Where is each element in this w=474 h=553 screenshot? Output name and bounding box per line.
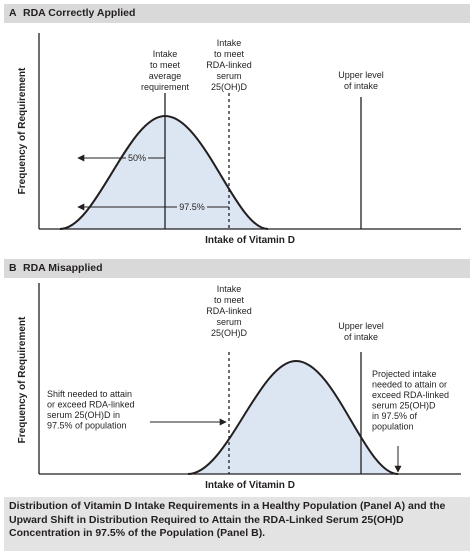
a-ear-line: requirement	[141, 82, 190, 92]
panel-a-distribution-fill	[60, 116, 268, 229]
a-rda-line: RDA-linked	[206, 60, 252, 70]
a-ear-line: Intake	[153, 49, 178, 59]
b-projected-line: exceed RDA-linked	[372, 390, 449, 400]
panel-b-distribution-fill	[188, 361, 398, 474]
panel-a-975pct-label: 97.5%	[179, 202, 205, 212]
panel-b-xlabel: Intake of Vitamin D	[205, 480, 295, 491]
b-shift-line: serum 25(OH)D in	[47, 410, 120, 420]
b-projected-line: needed to attain or	[372, 380, 447, 390]
panel-b-title: RDA Misapplied	[23, 262, 103, 274]
b-projected-line: in 97.5% of	[372, 411, 418, 421]
a-rda-line: serum	[216, 71, 241, 81]
a-upper-line: Upper level	[338, 70, 384, 80]
a-rda-line: Intake	[217, 38, 242, 48]
panel-b-header: B RDA Misapplied	[4, 259, 470, 278]
b-projected-line: population	[372, 422, 414, 432]
panel-b-diagram: Frequency of Requirement Intake of Vitam…	[17, 283, 461, 491]
b-rda-line: to meet	[214, 295, 245, 305]
panel-a-letter: A	[9, 7, 17, 19]
a-ear-line: average	[149, 71, 182, 81]
caption: Distribution of Vitamin D Intake Require…	[4, 497, 470, 551]
b-shift-line: or exceed RDA-linked	[47, 400, 135, 410]
panel-a-ylabel: Frequency of Requirement	[17, 67, 28, 194]
b-shift-line: Shift needed to attain	[47, 389, 132, 399]
panel-b-letter: B	[9, 262, 17, 274]
b-rda-line: 25(OH)D	[211, 328, 248, 338]
a-rda-line: to meet	[214, 49, 245, 59]
b-projected-line: serum 25(OH)D	[372, 401, 436, 411]
panel-a-header: A RDA Correctly Applied	[4, 4, 470, 23]
a-ear-line: to meet	[150, 60, 181, 70]
b-projected-line: Projected intake	[372, 369, 437, 379]
panel-a-title: RDA Correctly Applied	[23, 7, 136, 19]
b-upper-line: of intake	[344, 332, 378, 342]
b-rda-line: Intake	[217, 284, 242, 294]
panel-a-50pct-label: 50%	[128, 153, 146, 163]
caption-text: Distribution of Vitamin D Intake Require…	[9, 500, 446, 539]
b-shift-line: 97.5% of population	[47, 421, 127, 431]
a-upper-line: of intake	[344, 81, 378, 91]
panel-a-diagram: Frequency of Requirement Intake of Vitam…	[17, 33, 461, 246]
b-rda-line: RDA-linked	[206, 306, 252, 316]
a-rda-line: 25(OH)D	[211, 82, 248, 92]
b-upper-line: Upper level	[338, 321, 384, 331]
panel-b-distribution-curve	[187, 359, 399, 475]
b-rda-line: serum	[216, 317, 241, 327]
panel-a-xlabel: Intake of Vitamin D	[205, 235, 295, 246]
panel-b-ylabel: Frequency of Requirement	[17, 316, 28, 443]
